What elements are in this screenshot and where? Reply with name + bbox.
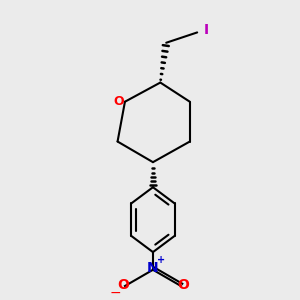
Text: +: + bbox=[157, 255, 165, 266]
Text: −: − bbox=[109, 286, 121, 299]
Text: N: N bbox=[147, 261, 159, 275]
Text: I: I bbox=[204, 23, 209, 37]
Text: O: O bbox=[113, 94, 124, 108]
Text: O: O bbox=[117, 278, 129, 292]
Text: O: O bbox=[177, 278, 189, 292]
